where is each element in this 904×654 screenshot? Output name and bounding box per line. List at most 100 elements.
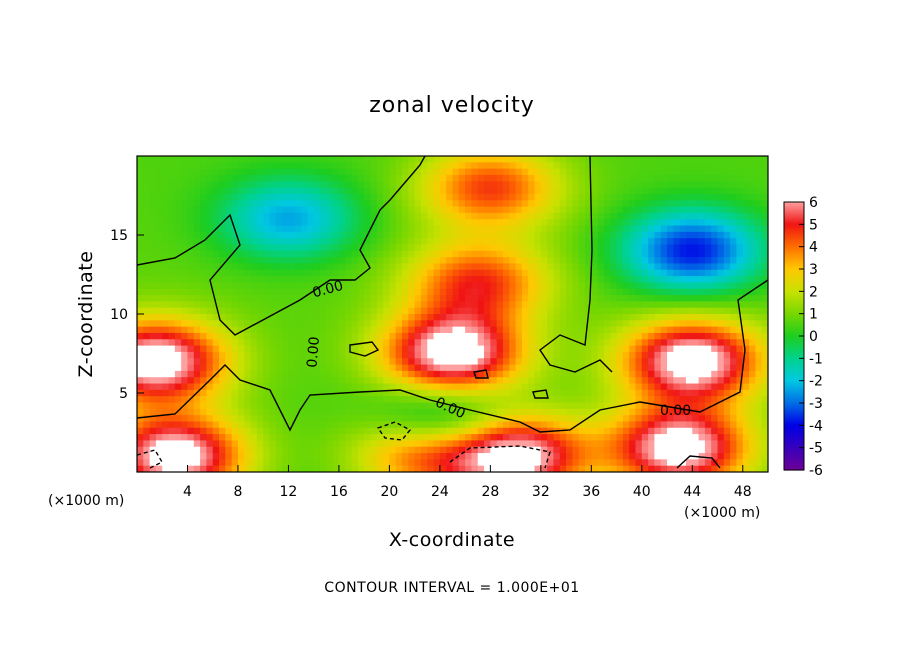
field-cell (698, 415, 706, 423)
field-cell (433, 396, 441, 404)
field-cell (641, 421, 649, 429)
field-cell (307, 276, 315, 283)
field-cell (654, 200, 662, 208)
field-cell (648, 288, 656, 296)
field-cell (673, 231, 681, 239)
field-cell (326, 168, 334, 176)
field-cell (484, 219, 491, 227)
field-cell (338, 269, 346, 277)
field-cell (521, 288, 529, 296)
field-cell (427, 276, 435, 283)
field-cell (237, 434, 245, 441)
field-cell (685, 389, 693, 397)
field-cell (174, 440, 182, 448)
field-cell (301, 364, 308, 372)
field-cell (446, 389, 454, 397)
field-cell (414, 250, 422, 258)
field-cell (641, 187, 649, 195)
field-cell (288, 377, 296, 385)
field-cell (206, 295, 214, 302)
field-cell (730, 465, 738, 472)
field-cell (572, 212, 580, 220)
field-cell (206, 320, 214, 328)
field-cell (181, 212, 189, 220)
field-cell (313, 219, 321, 227)
field-cell (755, 396, 763, 404)
field-cell (155, 181, 163, 189)
field-cell (439, 263, 447, 271)
field-cell (641, 415, 649, 423)
field-cell (263, 295, 271, 302)
field-cell (275, 421, 283, 429)
field-cell (761, 320, 768, 328)
field-cell (181, 459, 189, 467)
field-cell (502, 181, 510, 189)
field-cell (755, 206, 763, 214)
field-cell (692, 250, 700, 258)
field-cell (149, 370, 157, 378)
field-cell (616, 206, 624, 214)
field-cell (685, 377, 693, 385)
field-cell (667, 446, 674, 454)
field-cell (509, 250, 517, 258)
field-cell (502, 156, 510, 163)
field-cell (629, 174, 637, 182)
field-cell (269, 402, 277, 410)
field-cell (237, 282, 245, 290)
field-cell (200, 364, 208, 372)
field-cell (307, 421, 315, 429)
field-cell (402, 225, 409, 233)
field-cell (730, 257, 738, 265)
field-cell (704, 282, 712, 290)
field-cell (395, 383, 403, 391)
field-cell (698, 238, 706, 246)
field-cell (288, 282, 296, 290)
field-cell (528, 358, 536, 366)
field-cell (433, 326, 441, 334)
field-cell (319, 314, 327, 321)
field-cell (597, 225, 605, 233)
field-cell (679, 351, 687, 359)
field-cell (269, 427, 277, 435)
field-cell (496, 434, 504, 441)
field-cell (553, 396, 561, 404)
field-cell (275, 415, 283, 423)
field-cell (263, 263, 271, 271)
field-cell (559, 212, 567, 220)
field-cell (231, 339, 239, 347)
field-cell (629, 168, 637, 176)
field-cell (193, 174, 201, 182)
field-cell (603, 212, 611, 220)
field-cell (566, 358, 573, 366)
field-cell (319, 212, 327, 220)
field-cell (439, 181, 447, 189)
field-cell (654, 250, 662, 258)
field-cell (250, 250, 258, 258)
field-cell (370, 351, 378, 359)
field-cell (730, 219, 738, 227)
field-cell (244, 314, 252, 321)
field-cell (427, 364, 435, 372)
field-cell (591, 295, 599, 302)
field-cell (742, 276, 750, 283)
field-cell (717, 465, 725, 472)
field-cell (237, 364, 245, 372)
field-cell (534, 415, 542, 423)
field-cell (225, 231, 233, 239)
field-cell (219, 314, 226, 321)
field-cell (648, 282, 656, 290)
field-cell (149, 389, 157, 397)
field-cell (446, 193, 454, 201)
field-cell (603, 434, 611, 441)
field-cell (212, 364, 220, 372)
field-cell (585, 162, 592, 170)
field-cell (364, 383, 372, 391)
field-cell (275, 370, 283, 378)
field-cell (326, 415, 334, 423)
field-cell (711, 415, 719, 423)
field-cell (477, 295, 485, 302)
field-cell (427, 301, 435, 309)
field-cell (282, 301, 290, 309)
field-cell (477, 358, 485, 366)
field-cell (717, 402, 725, 410)
